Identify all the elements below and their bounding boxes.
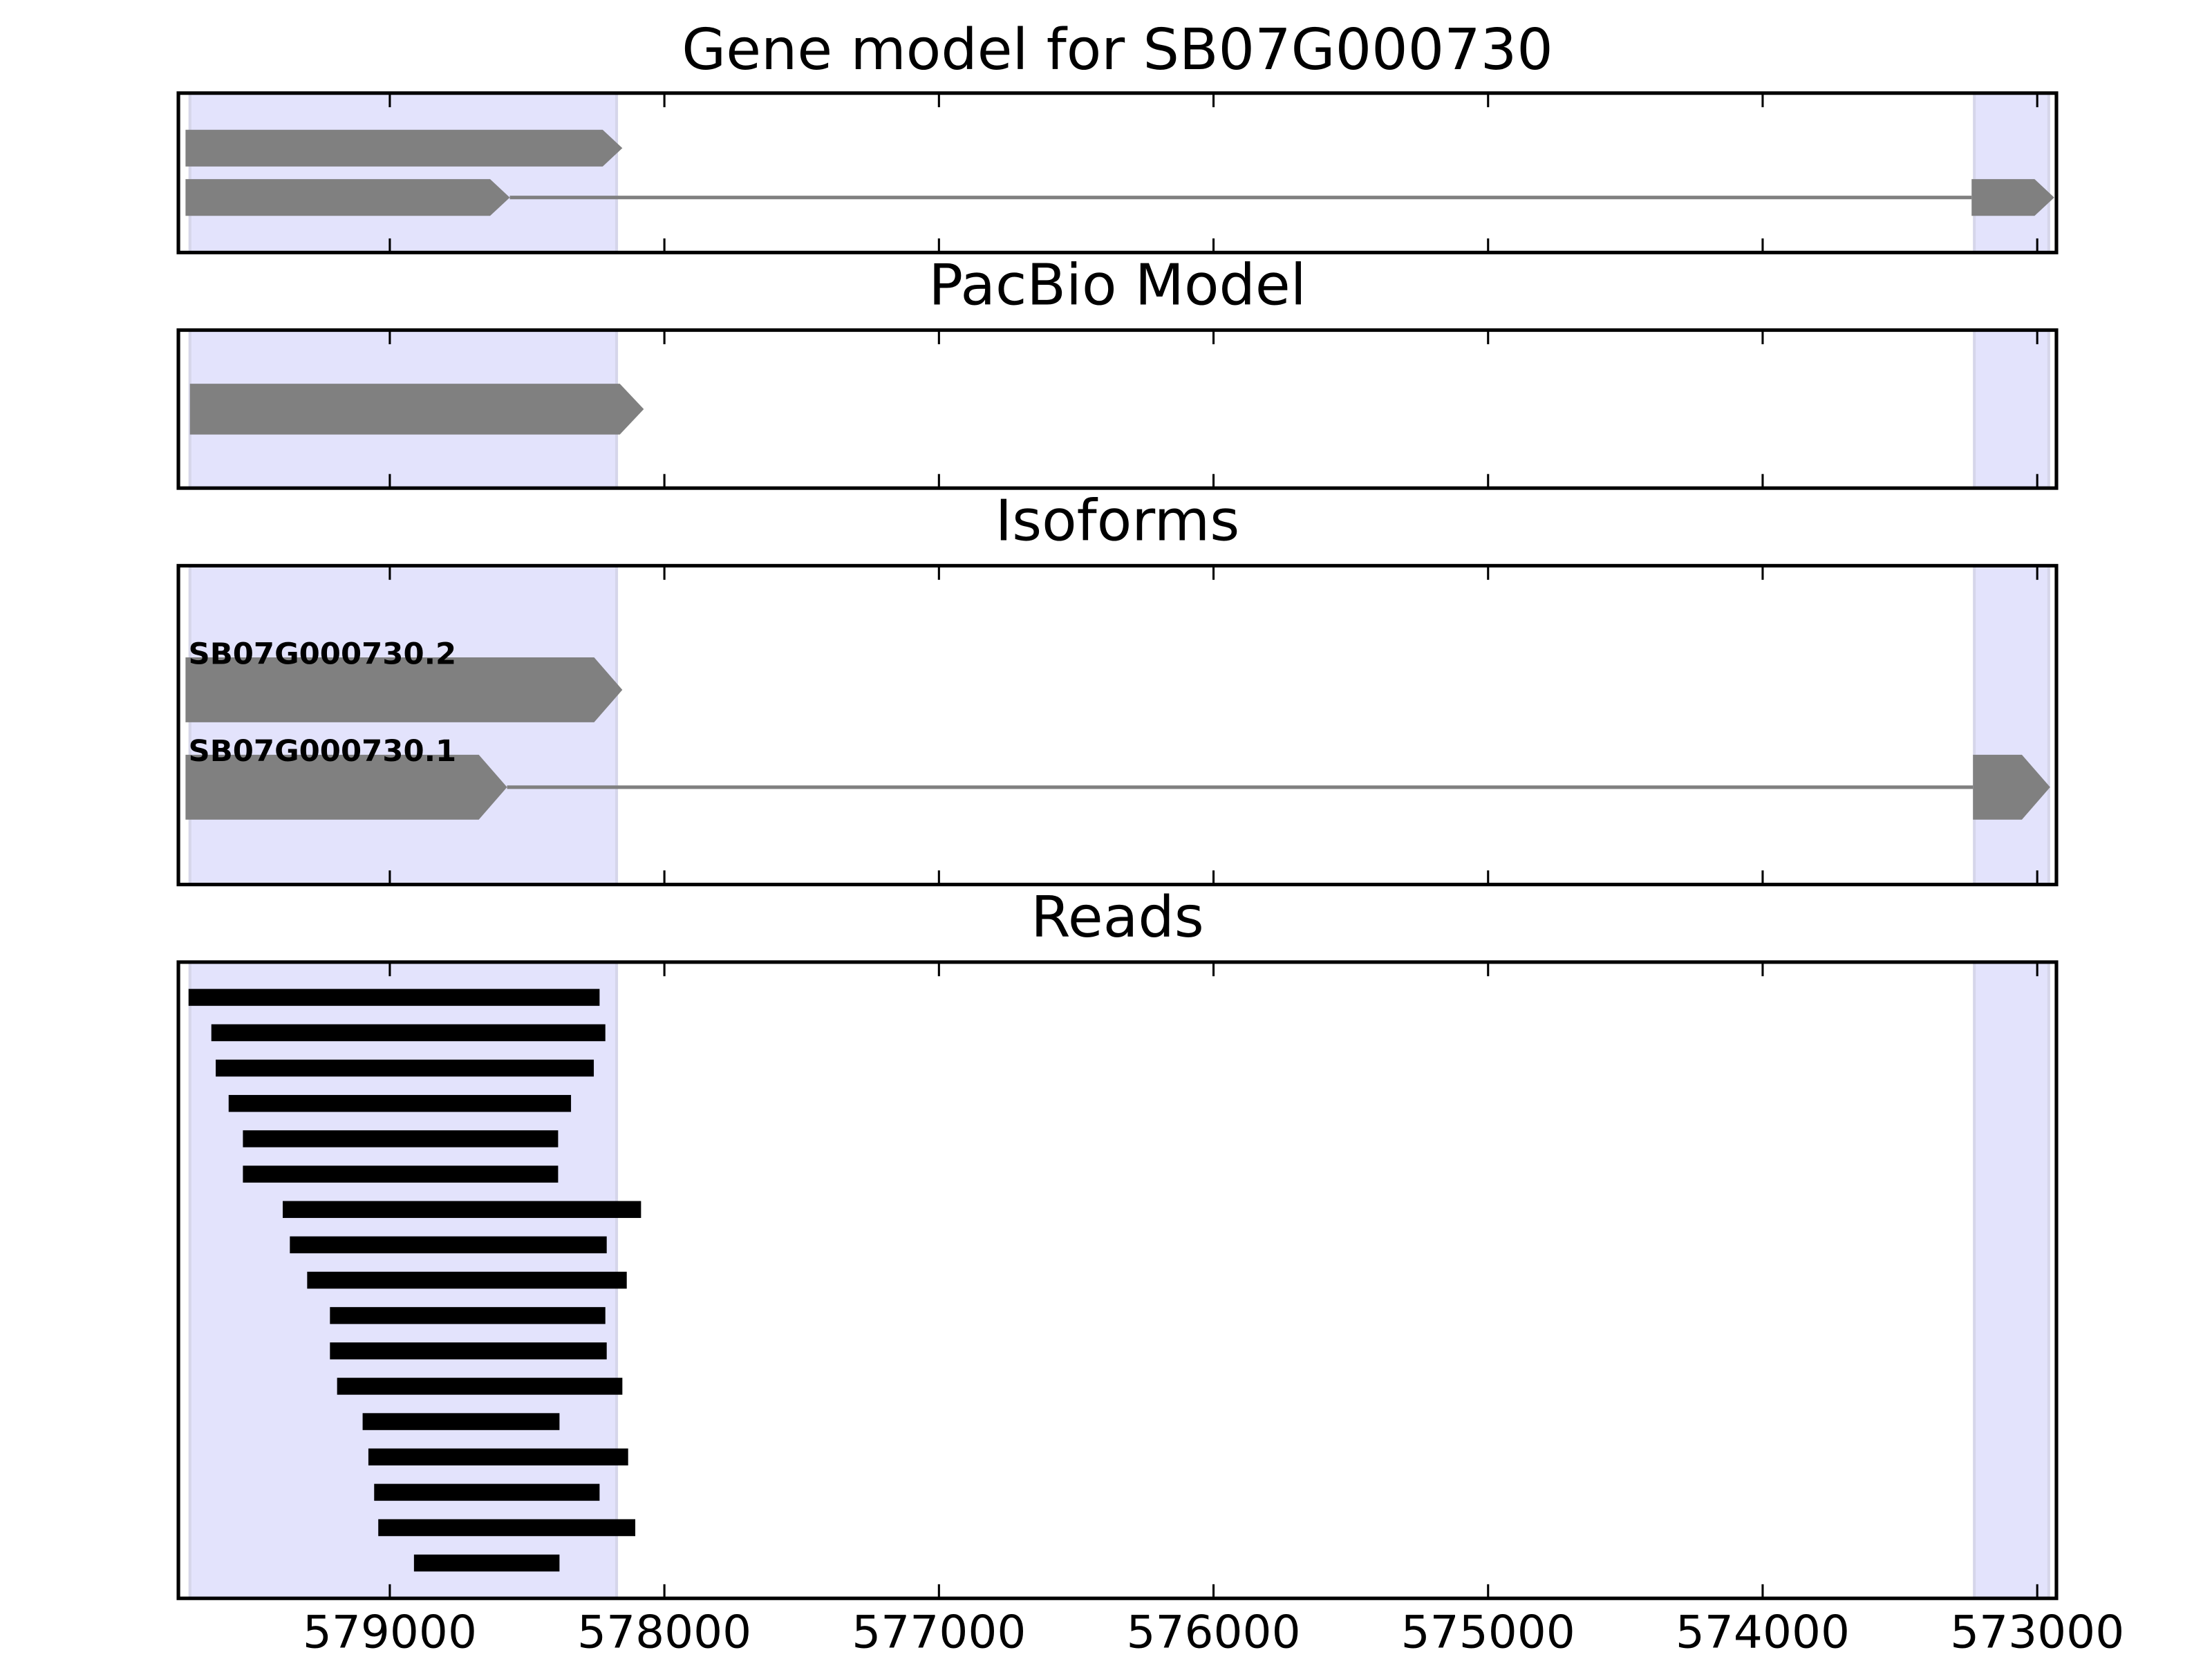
read bbox=[378, 1519, 636, 1537]
read bbox=[216, 1059, 594, 1077]
isoform-label: SB07G000730.1 bbox=[189, 734, 457, 769]
read bbox=[228, 1095, 572, 1112]
exon bbox=[1973, 754, 2050, 820]
highlight-region bbox=[1973, 564, 2050, 886]
panel-title: PacBio Model bbox=[928, 253, 1306, 318]
exon bbox=[1971, 179, 2054, 216]
read bbox=[243, 1130, 559, 1147]
read bbox=[290, 1236, 607, 1254]
x-tick-label: 574000 bbox=[1676, 1606, 1850, 1659]
highlight-region bbox=[1973, 328, 2050, 490]
read bbox=[330, 1342, 607, 1360]
panel-frame bbox=[176, 960, 2059, 1600]
panel-frame bbox=[176, 328, 2059, 490]
read bbox=[374, 1483, 600, 1501]
panel-frame bbox=[176, 563, 2059, 887]
exon bbox=[185, 657, 623, 722]
read bbox=[368, 1448, 628, 1465]
panel-title: Isoforms bbox=[995, 489, 1239, 554]
exon bbox=[185, 754, 507, 820]
read bbox=[307, 1271, 627, 1289]
x-tick-label: 576000 bbox=[1126, 1606, 1300, 1659]
highlight-region bbox=[1973, 960, 2050, 1600]
read bbox=[243, 1165, 559, 1183]
x-tick-label: 577000 bbox=[852, 1606, 1026, 1659]
isoform-label: SB07G000730.2 bbox=[189, 637, 457, 672]
read bbox=[188, 988, 600, 1006]
panel-title: Gene model for SB07G000730 bbox=[682, 17, 1553, 82]
panel-frame bbox=[176, 91, 2059, 254]
exon bbox=[185, 129, 623, 167]
read bbox=[330, 1306, 606, 1324]
read bbox=[283, 1201, 641, 1218]
read bbox=[337, 1378, 623, 1395]
highlight-region bbox=[188, 91, 619, 254]
read bbox=[211, 1024, 606, 1042]
x-tick-label: 573000 bbox=[1950, 1606, 2124, 1659]
read bbox=[362, 1413, 560, 1430]
exon bbox=[185, 179, 510, 216]
x-tick-label: 575000 bbox=[1401, 1606, 1575, 1659]
highlight-region bbox=[188, 564, 619, 886]
read bbox=[413, 1554, 560, 1572]
x-tick-label: 578000 bbox=[577, 1606, 751, 1659]
x-tick-label: 579000 bbox=[303, 1606, 477, 1659]
panel-title: Reads bbox=[1031, 885, 1203, 950]
highlight-region bbox=[1973, 91, 2050, 254]
exon bbox=[189, 384, 644, 435]
